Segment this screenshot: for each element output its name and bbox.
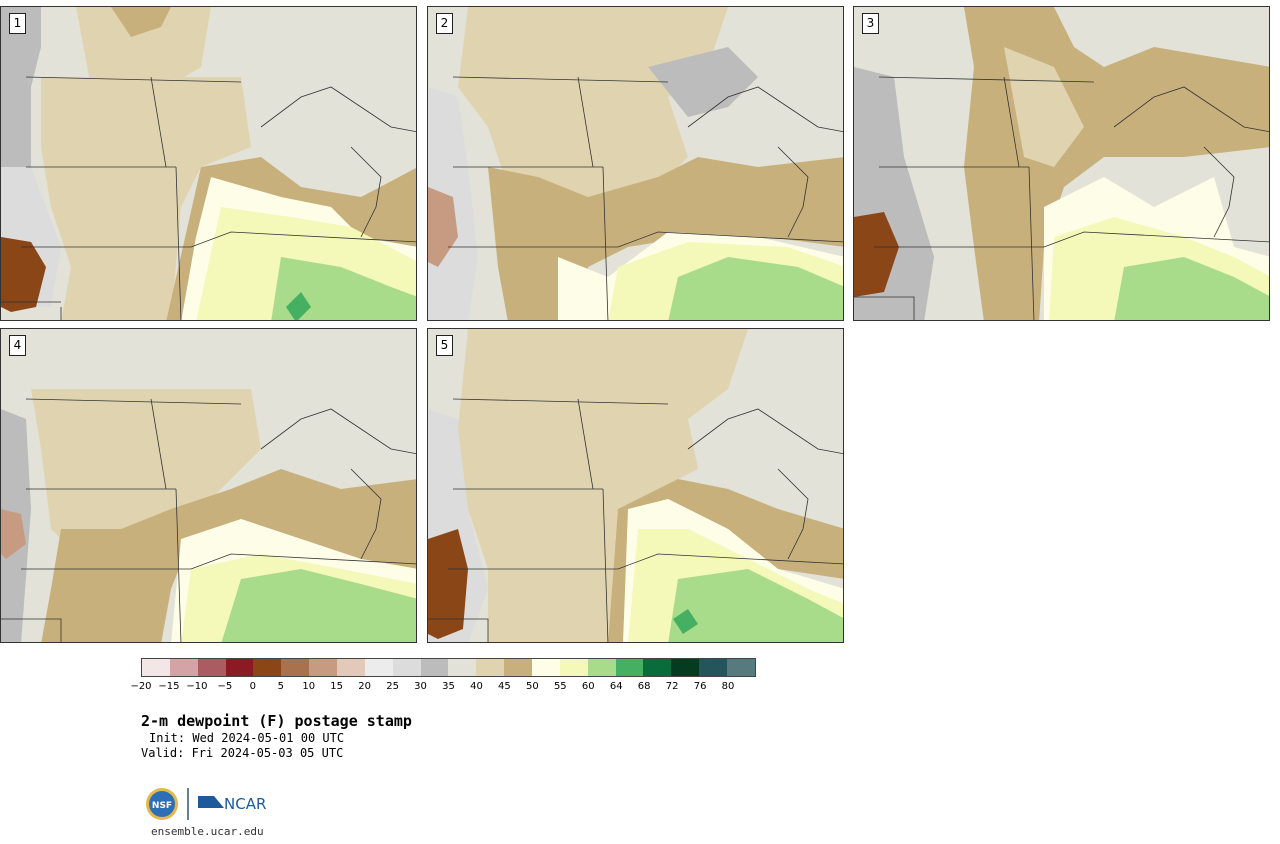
colorbar-segment — [532, 659, 560, 676]
colorbar-tick-label: 25 — [386, 681, 399, 692]
colorbar-segment — [253, 659, 282, 676]
member-number-label: 4 — [9, 335, 26, 356]
dewpoint-map — [854, 7, 1269, 320]
colorbar-tick-label: 45 — [498, 681, 511, 692]
colorbar-tick-label: 5 — [277, 681, 284, 692]
member-number-label: 2 — [436, 13, 453, 34]
colorbar-segment — [727, 659, 755, 676]
colorbar-segment — [615, 659, 644, 676]
colorbar-segment — [169, 659, 198, 676]
dewpoint-colorbar — [141, 658, 756, 677]
colorbar-tick-label: 80 — [721, 681, 735, 692]
colorbar-segment — [420, 659, 449, 676]
colorbar-segment — [197, 659, 226, 676]
colorbar-tick-label: −5 — [217, 681, 233, 692]
dewpoint-map — [1, 7, 416, 320]
colorbar-segment — [364, 659, 393, 676]
colorbar-segment — [225, 659, 254, 676]
ensemble-member-panel: 1 — [0, 6, 417, 321]
dewpoint-map — [428, 7, 843, 320]
colorbar-tick-label: 72 — [665, 681, 679, 692]
colorbar-segment — [559, 659, 588, 676]
valid-time: Valid: Fri 2024-05-03 05 UTC — [141, 746, 344, 760]
colorbar-segment — [142, 659, 170, 676]
member-number-label: 5 — [436, 335, 453, 356]
ncar-logo-text: NCAR — [224, 795, 266, 813]
colorbar-segment — [392, 659, 421, 676]
ensemble-member-panel: 3 — [853, 6, 1270, 321]
colorbar-tick-label: −20 — [130, 681, 152, 692]
colorbar-tick-labels: −20 −15 −10 −5 0 5 10 15 20 25 30 35 40 45 50 55 60 64 68 7… — [130, 681, 756, 695]
site-url: ensemble.ucar.edu — [151, 825, 264, 838]
ensemble-member-panel: 4 — [0, 328, 417, 643]
colorbar-segment — [671, 659, 700, 676]
colorbar-tick-label: 15 — [330, 681, 344, 692]
colorbar-segment — [337, 659, 365, 676]
colorbar-segment — [448, 659, 477, 676]
member-number-label: 3 — [862, 13, 879, 34]
colorbar-tick-label: 64 — [609, 681, 623, 692]
colorbar-tick-label: 50 — [525, 681, 539, 692]
colorbar-segment — [476, 659, 505, 676]
colorbar-segment — [587, 659, 616, 676]
colorbar-segment — [504, 659, 533, 676]
ensemble-member-panel: 5 — [427, 328, 844, 643]
dewpoint-map — [1, 329, 416, 642]
colorbar-tick-label: 76 — [693, 681, 707, 692]
product-title: 2-m dewpoint (F) postage stamp — [141, 712, 412, 730]
colorbar-tick-label: −10 — [186, 681, 208, 692]
colorbar-tick-label: 10 — [302, 681, 316, 692]
ensemble-member-panel: 2 — [427, 6, 844, 321]
colorbar-tick-label: −15 — [158, 681, 180, 692]
colorbar-tick-label: 55 — [553, 681, 567, 692]
colorbar-tick-label: 60 — [581, 681, 595, 692]
init-time: Init: Wed 2024-05-01 00 UTC — [149, 731, 345, 745]
colorbar-segment — [281, 659, 310, 676]
colorbar-tick-label: 40 — [470, 681, 483, 692]
dewpoint-map — [428, 329, 843, 642]
colorbar-tick-label: 30 — [414, 681, 427, 692]
nsf-logo-text: NSF — [152, 801, 172, 811]
colorbar-tick-label: 20 — [358, 681, 371, 692]
colorbar-segment — [643, 659, 672, 676]
colorbar-tick-label: 0 — [249, 681, 256, 692]
nsf-ncar-logo: NSF NCAR — [146, 788, 266, 820]
member-number-label: 1 — [9, 13, 26, 34]
colorbar-segment — [309, 659, 338, 676]
colorbar-tick-label: 68 — [637, 681, 651, 692]
colorbar-segment — [699, 659, 728, 676]
colorbar-tick-label: 35 — [442, 681, 455, 692]
